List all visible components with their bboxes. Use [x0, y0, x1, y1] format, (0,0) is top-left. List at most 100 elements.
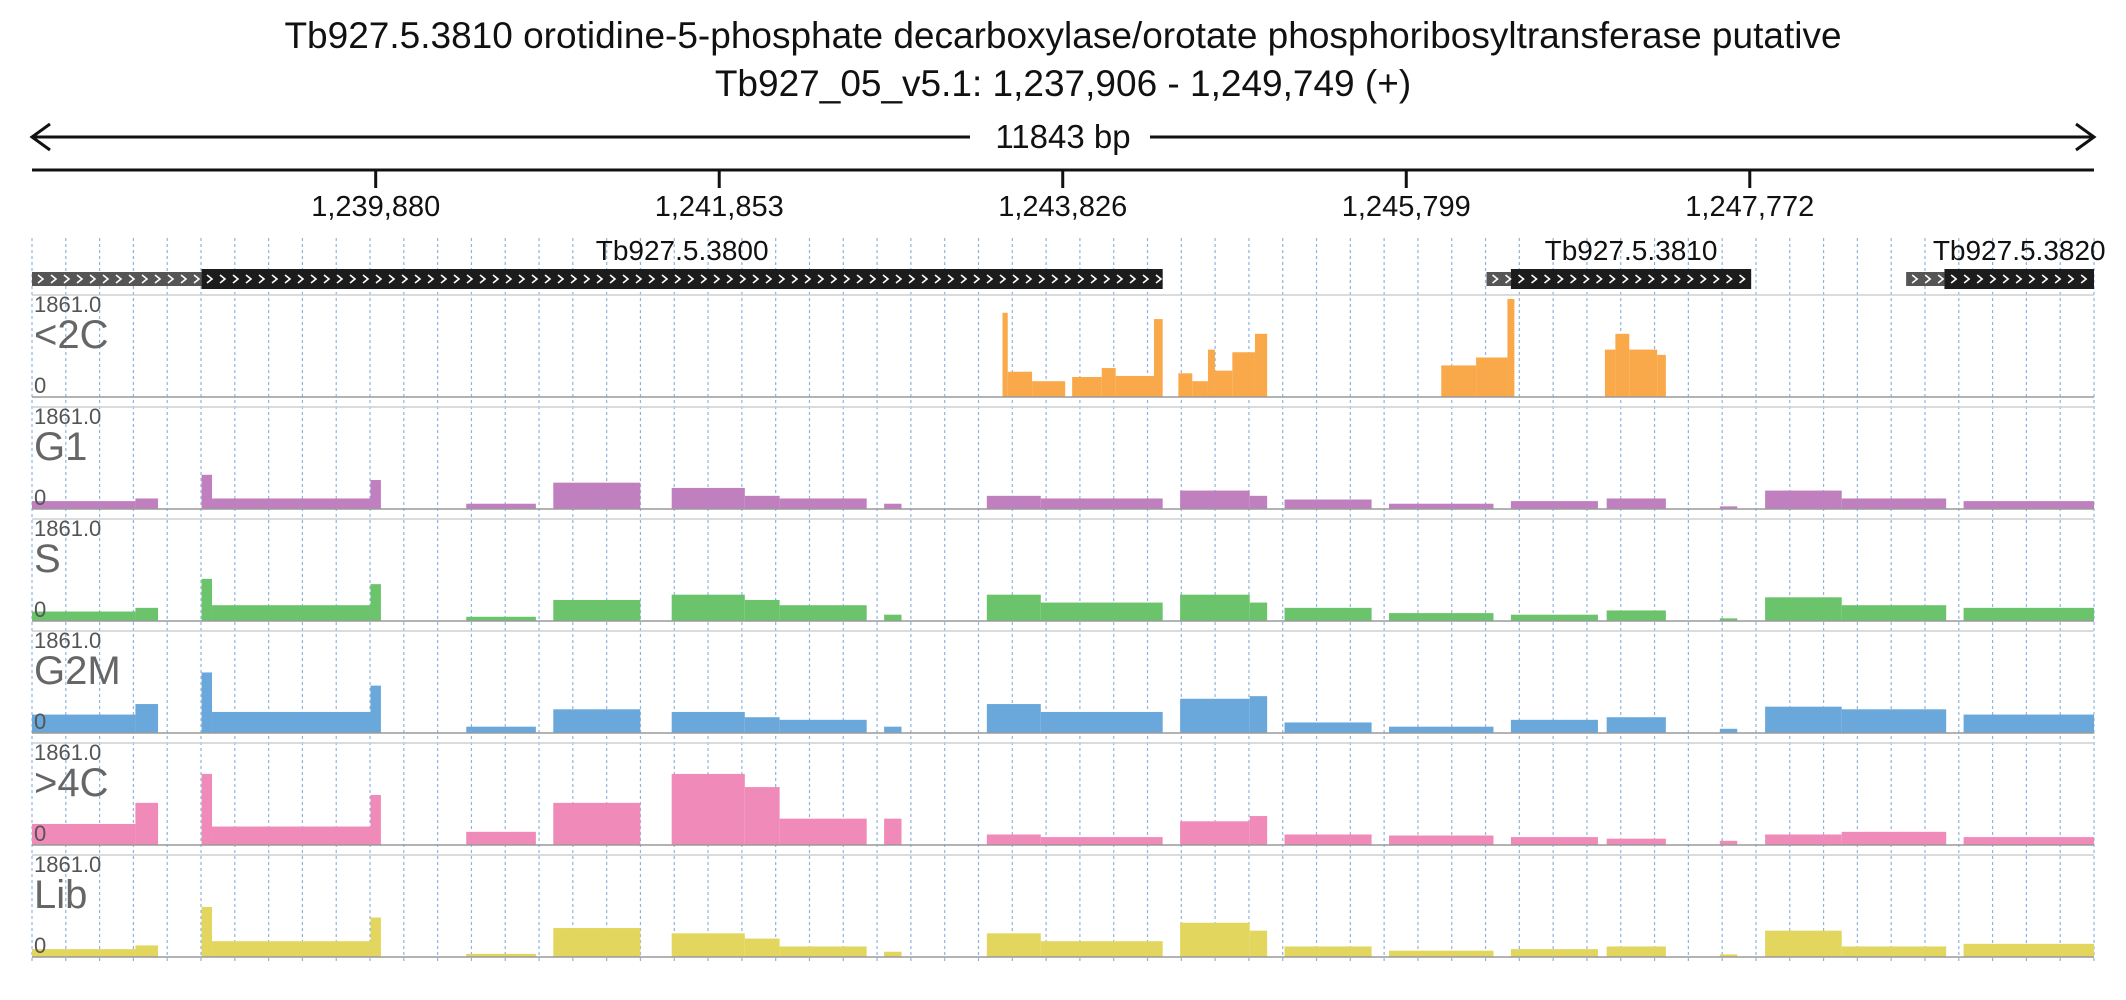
coverage-bar — [1389, 503, 1494, 509]
strand-chevron — [2054, 274, 2062, 284]
coverage-bar — [1841, 498, 1947, 509]
strand-chevron — [2002, 274, 2010, 284]
track-zero-label: 0 — [34, 373, 46, 398]
gene-strand-arrows — [1492, 274, 1746, 284]
coverage-bar — [1249, 930, 1268, 957]
strand-chevron — [986, 274, 994, 284]
strand-chevron — [1492, 274, 1499, 284]
strand-chevron — [648, 274, 656, 284]
strand-chevron — [908, 274, 916, 284]
coverage-bar — [212, 711, 371, 733]
span-arrow — [29, 122, 2097, 152]
strand-chevron — [947, 274, 955, 284]
track-name: Lib — [34, 873, 87, 917]
coverage-bar — [1207, 349, 1215, 397]
coverage-bar — [1765, 834, 1842, 845]
gene-label: Tb927.5.3810 — [1545, 235, 1718, 266]
strand-chevron — [297, 274, 305, 284]
strand-chevron — [726, 274, 734, 284]
strand-chevron — [1739, 274, 1746, 284]
track-name: G1 — [34, 425, 87, 469]
strand-chevron — [1713, 274, 1720, 284]
coverage-bar — [553, 482, 641, 509]
track-zero-label: 0 — [34, 821, 46, 846]
strand-chevron — [1155, 274, 1163, 284]
coverage-bar — [1180, 490, 1250, 509]
coverage-bar — [1963, 837, 2094, 845]
strand-chevron — [869, 274, 877, 284]
gene-utr — [1906, 272, 1945, 286]
coverage-bar — [1963, 714, 2094, 733]
coverage-bar — [32, 823, 136, 845]
track-name: S — [34, 537, 61, 581]
coverage-bar — [1232, 352, 1255, 397]
strand-chevron — [804, 274, 812, 284]
track-name: <2C — [34, 313, 109, 357]
coverage-bar — [1153, 319, 1163, 397]
coverage-bar — [1719, 506, 1738, 509]
coverage-bar — [1510, 501, 1598, 509]
strand-chevron — [2041, 274, 2049, 284]
coverage-bar — [466, 831, 536, 845]
coverage-bar — [779, 498, 867, 509]
coverage-bar — [32, 949, 136, 957]
coverage-bar — [1180, 698, 1250, 733]
strand-chevron — [1570, 274, 1577, 284]
track-name: >4C — [34, 761, 109, 805]
coverage-bar — [1389, 613, 1494, 621]
strand-chevron — [557, 274, 565, 284]
coverage-bar — [466, 953, 536, 957]
coverage-bar — [1072, 376, 1102, 397]
coverage-bar — [553, 709, 641, 733]
track-max-label: 1861.0 — [34, 852, 101, 877]
strand-chevron — [141, 274, 149, 284]
strand-chevron — [791, 274, 799, 284]
coverage-bar — [1841, 605, 1947, 621]
strand-chevron — [375, 274, 383, 284]
coverage-bar — [1765, 597, 1842, 621]
coverage-bar — [553, 802, 641, 845]
strand-chevron — [1937, 274, 1945, 284]
coverage-bar — [1629, 349, 1658, 397]
strand-chevron — [1077, 274, 1085, 284]
strand-chevron — [622, 274, 630, 284]
track-5: 1861.0 0 >4C — [32, 740, 2094, 846]
coverage-bar — [1284, 607, 1372, 621]
strand-chevron — [284, 274, 292, 284]
axis-tick-label: 1,241,853 — [655, 191, 784, 223]
strand-chevron — [570, 274, 578, 284]
track-zero-label: 0 — [34, 485, 46, 510]
coverage-bar — [779, 605, 867, 621]
strand-chevron — [1622, 274, 1629, 284]
coverage-bar — [744, 717, 780, 733]
coverage-bar — [1841, 709, 1947, 733]
strand-chevron — [167, 274, 175, 284]
coverage-bar — [1115, 375, 1154, 397]
strand-chevron — [1038, 274, 1046, 284]
strand-chevron — [661, 274, 669, 284]
coverage-bar — [1963, 607, 2094, 621]
coverage-bar — [1765, 930, 1842, 957]
strand-chevron — [466, 274, 474, 284]
strand-chevron — [1911, 274, 1919, 284]
strand-chevron — [1596, 274, 1603, 284]
coverage-bar — [1657, 354, 1666, 397]
strand-chevron — [713, 274, 721, 284]
coverage-bar — [1606, 946, 1666, 957]
strand-chevron — [1505, 274, 1512, 284]
strand-chevron — [1726, 274, 1733, 284]
coverage-bar — [1963, 501, 2094, 509]
strand-chevron — [193, 274, 201, 284]
coverage-tracks: 1861.00<2C1861.00G11861.00S1861.00G2M186… — [32, 292, 2094, 958]
track-4: 1861.0 0 G2M — [32, 628, 2094, 734]
strand-chevron — [1674, 274, 1681, 284]
coverage-bar — [1040, 602, 1163, 621]
strand-chevron — [1950, 274, 1958, 284]
strand-chevron — [1700, 274, 1707, 284]
strand-chevron — [76, 274, 84, 284]
coverage-bar — [1719, 954, 1738, 957]
coverage-bar — [32, 611, 136, 621]
coverage-bar — [1510, 949, 1598, 957]
genomic-axis: 1,239,880 1,241,853 1,243,826 1,245,799 1,24… — [32, 168, 2094, 223]
gene-strand-arrows — [1911, 274, 2088, 284]
